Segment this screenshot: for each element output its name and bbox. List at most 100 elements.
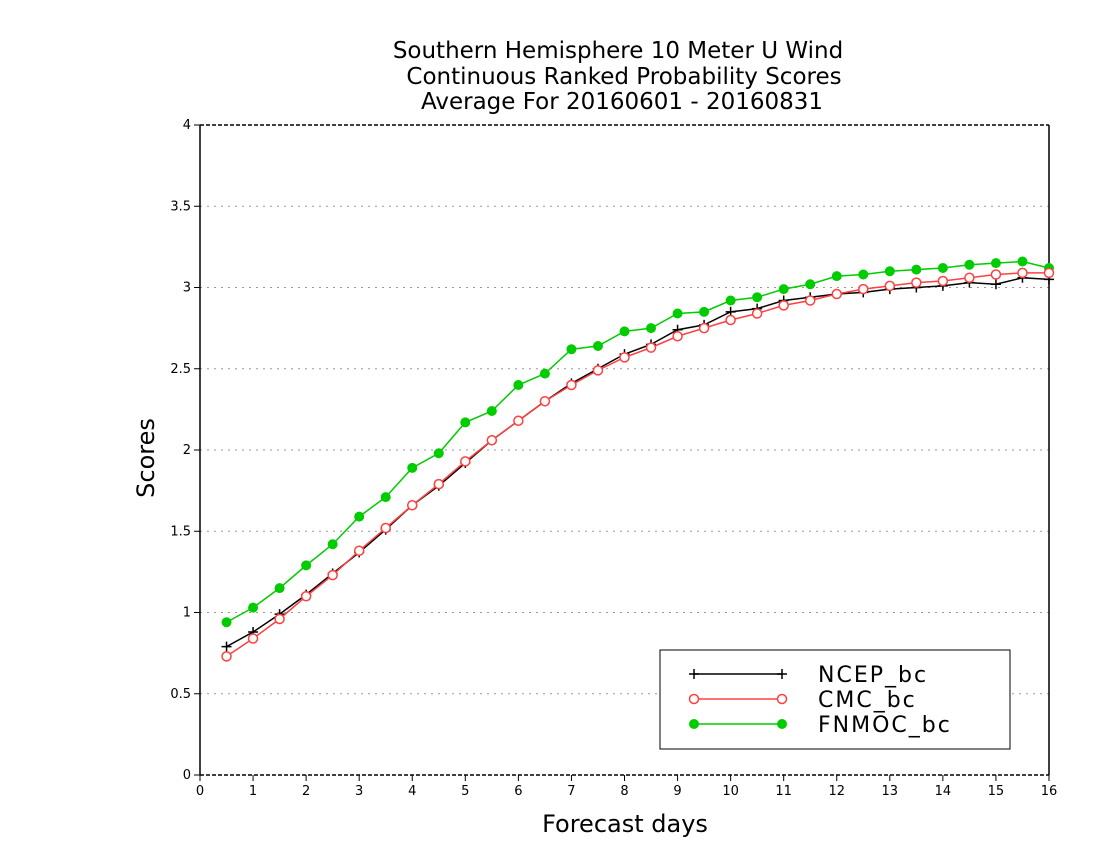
series-line-FNMOC_bc bbox=[226, 260, 1050, 623]
data-point-CMC_bc bbox=[911, 277, 922, 288]
data-point-CMC_bc bbox=[592, 365, 604, 376]
y-tick-label: 1 bbox=[183, 606, 191, 621]
data-point-NCEP_bc bbox=[990, 279, 1001, 290]
data-point-FNMOC_bc bbox=[805, 279, 816, 290]
data-point-FNMOC_bc bbox=[699, 306, 710, 317]
data-point-FNMOC_bc bbox=[248, 602, 259, 613]
tick-labels: 0 1 2 3 4 5 6 7 8 9 10 11 12 13 14 15 1600.511.522.533.5… bbox=[170, 118, 1057, 799]
legend-marker bbox=[688, 693, 700, 705]
legend-marker bbox=[777, 719, 787, 729]
legend-item-CMC_bc: CMC_bc bbox=[688, 688, 915, 713]
data-point-FNMOC_bc bbox=[513, 380, 524, 390]
data-point-FNMOC_bc bbox=[964, 259, 975, 270]
x-tick-label: 16 bbox=[1041, 784, 1058, 799]
y-tick-label: 3 bbox=[183, 281, 191, 296]
data-point-CMC_bc bbox=[698, 322, 710, 334]
data-point-FNMOC_bc bbox=[1017, 256, 1028, 267]
data-point-FNMOC_bc bbox=[831, 271, 842, 282]
legend-label: NCEP_bc bbox=[818, 663, 928, 688]
data-point-CMC_bc bbox=[566, 379, 577, 391]
data-point-FNMOC_bc bbox=[486, 406, 497, 416]
series-line-NCEP_bc bbox=[226, 276, 1050, 648]
y-axis-label: Scores bbox=[132, 418, 160, 498]
data-point-CMC_bc bbox=[831, 288, 842, 300]
data-point-CMC_bc bbox=[1017, 267, 1028, 279]
data-point-CMC_bc bbox=[247, 633, 259, 644]
y-tick-label: 0.5 bbox=[170, 687, 191, 702]
data-point-FNMOC_bc bbox=[672, 308, 683, 319]
data-point-FNMOC_bc bbox=[911, 264, 922, 275]
series-CMC_bc bbox=[221, 267, 1055, 662]
data-point-FNMOC_bc bbox=[646, 323, 657, 334]
x-tick-label: 12 bbox=[828, 784, 845, 799]
data-point-CMC_bc bbox=[937, 275, 949, 287]
data-point-FNMOC_bc bbox=[221, 617, 232, 628]
x-tick-label: 15 bbox=[988, 784, 1005, 799]
data-point-CMC_bc bbox=[274, 613, 285, 625]
data-point-CMC_bc bbox=[300, 591, 312, 602]
data-point-FNMOC_bc bbox=[725, 295, 736, 306]
data-point-FNMOC_bc bbox=[937, 263, 948, 273]
x-axis-label: Forecast days bbox=[542, 810, 708, 838]
x-tick-label: 7 bbox=[567, 784, 575, 799]
data-point-FNMOC_bc bbox=[380, 492, 391, 503]
y-tick-label: 3.5 bbox=[170, 199, 191, 214]
data-point-FNMOC_bc bbox=[301, 560, 312, 571]
legend-marker bbox=[689, 669, 699, 679]
data-point-FNMOC_bc bbox=[407, 462, 418, 473]
legend-marker bbox=[777, 669, 787, 679]
data-point-FNMOC_bc bbox=[990, 258, 1001, 269]
data-point-CMC_bc bbox=[221, 651, 232, 662]
x-tick-label: 3 bbox=[355, 784, 363, 799]
data-point-CMC_bc bbox=[725, 314, 736, 326]
data-point-CMC_bc bbox=[751, 308, 763, 319]
data-point-CMC_bc bbox=[884, 280, 896, 292]
x-tick-label: 4 bbox=[408, 784, 416, 799]
data-point-CMC_bc bbox=[964, 272, 975, 283]
y-tick-label: 4 bbox=[183, 118, 191, 133]
data-point-CMC_bc bbox=[353, 545, 365, 556]
data-point-FNMOC_bc bbox=[539, 368, 550, 379]
series-lines bbox=[221, 256, 1055, 662]
x-tick-label: 10 bbox=[722, 784, 739, 799]
data-point-CMC_bc bbox=[513, 415, 524, 426]
data-point-FNMOC_bc bbox=[566, 344, 577, 355]
data-point-CMC_bc bbox=[407, 500, 418, 511]
legend-marker bbox=[689, 719, 699, 729]
data-point-CMC_bc bbox=[327, 569, 338, 581]
y-tick-label: 1.5 bbox=[170, 524, 191, 539]
data-point-FNMOC_bc bbox=[858, 269, 869, 280]
title-line-2: Continuous Ranked Probability Scores bbox=[406, 64, 841, 90]
data-point-CMC_bc bbox=[486, 435, 498, 446]
data-point-FNMOC_bc bbox=[592, 341, 603, 351]
data-point-FNMOC_bc bbox=[433, 448, 444, 459]
title-line-1: Southern Hemisphere 10 Meter U Wind bbox=[393, 38, 843, 64]
data-point-FNMOC_bc bbox=[752, 292, 763, 303]
data-point-CMC_bc bbox=[380, 522, 391, 534]
data-point-CMC_bc bbox=[672, 331, 683, 342]
data-point-CMC_bc bbox=[858, 283, 869, 295]
data-point-CMC_bc bbox=[619, 352, 630, 363]
x-tick-label: 11 bbox=[775, 784, 792, 799]
data-point-CMC_bc bbox=[460, 456, 471, 467]
data-point-FNMOC_bc bbox=[778, 284, 789, 295]
data-point-CMC_bc bbox=[645, 342, 657, 353]
x-tick-label: 6 bbox=[514, 784, 522, 799]
x-tick-label: 5 bbox=[461, 784, 469, 799]
data-point-FNMOC_bc bbox=[274, 583, 285, 594]
data-point-FNMOC_bc bbox=[327, 539, 338, 550]
x-tick-label: 2 bbox=[302, 784, 310, 799]
title-line-3: Average For 20160601 - 20160831 bbox=[421, 89, 823, 115]
legend-item-FNMOC_bc: FNMOC_bc bbox=[689, 713, 950, 738]
series-FNMOC_bc bbox=[221, 256, 1054, 628]
y-tick-label: 2 bbox=[183, 443, 191, 458]
chart-title: Southern Hemisphere 10 Meter U Wind Cont… bbox=[393, 38, 843, 115]
data-point-CMC_bc bbox=[433, 478, 445, 490]
gridlines bbox=[200, 205, 1049, 695]
data-point-CMC_bc bbox=[778, 300, 789, 311]
data-point-CMC_bc bbox=[990, 269, 1002, 280]
data-point-FNMOC_bc bbox=[354, 511, 365, 522]
x-tick-label: 14 bbox=[935, 784, 952, 799]
data-point-FNMOC_bc bbox=[460, 417, 471, 428]
